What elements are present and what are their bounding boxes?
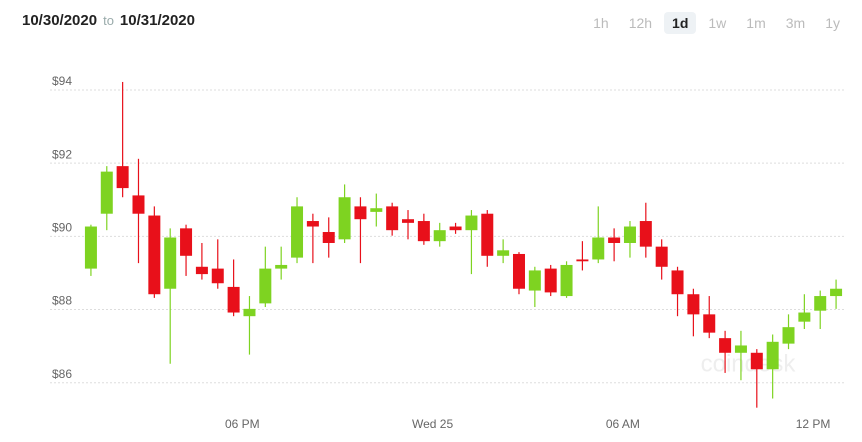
candle-body: [449, 226, 462, 231]
candle-body: [623, 226, 636, 243]
candle-body: [703, 314, 716, 333]
to-word: to: [103, 13, 114, 28]
candle-body: [386, 206, 399, 231]
candle-body: [798, 312, 811, 322]
range-button[interactable]: 12h: [628, 15, 653, 31]
x-tick-label: 06 AM: [606, 417, 640, 431]
candle-body: [830, 288, 843, 297]
candle-body: [275, 264, 288, 269]
range-buttons: 1h 12h 1d 1w 1m 3m 1y: [585, 12, 848, 34]
x-tick-label: 06 PM: [225, 417, 260, 431]
candle-body: [259, 268, 272, 304]
candle-body: [782, 327, 795, 344]
candle-body: [639, 221, 652, 247]
candle-body: [417, 221, 430, 242]
candle-body: [766, 341, 779, 370]
candle-body: [180, 228, 193, 256]
date-range: 10/30/2020 to 10/31/2020: [22, 12, 195, 29]
candle-body: [116, 166, 129, 189]
range-button[interactable]: 1w: [708, 15, 727, 31]
candle-body: [465, 215, 478, 231]
candle-body: [211, 268, 224, 284]
y-tick-label: $92: [52, 147, 72, 161]
candle-body: [528, 270, 541, 291]
candle-body: [592, 237, 605, 260]
range-button[interactable]: 1d: [664, 12, 697, 34]
candle-body: [544, 268, 557, 293]
x-tick-label: 12 PM: [796, 417, 831, 431]
candle-body: [687, 294, 700, 315]
y-tick-label: $94: [52, 74, 72, 88]
y-tick-label: $88: [52, 294, 72, 308]
candle-body: [576, 259, 589, 262]
watermark: coindesk: [701, 350, 797, 377]
range-button[interactable]: 3m: [785, 15, 806, 31]
candle-body: [719, 338, 732, 353]
candle-body: [497, 250, 510, 256]
candle-body: [608, 237, 621, 243]
candle-body: [512, 253, 525, 289]
candle-body: [322, 232, 335, 243]
range-button[interactable]: 1y: [825, 15, 840, 31]
candle-body: [354, 206, 367, 220]
date-from: 10/30/2020: [22, 12, 98, 29]
candle-body: [338, 197, 351, 240]
candle-body: [814, 296, 827, 311]
x-tick-label: Wed 25: [412, 417, 453, 431]
candle-body: [291, 206, 304, 258]
y-tick-label: $86: [52, 367, 72, 381]
candle-body: [227, 286, 240, 313]
y-tick-label: $90: [52, 221, 72, 235]
date-to: 10/31/2020: [119, 12, 195, 29]
candle-body: [195, 266, 208, 275]
candle-body: [100, 171, 113, 214]
candle-body: [560, 264, 573, 297]
candle-body: [306, 221, 319, 227]
candle-body: [148, 215, 161, 295]
range-button[interactable]: 1m: [746, 15, 766, 31]
candle-body: [84, 226, 97, 269]
candle-body: [132, 195, 145, 214]
candle-body: [433, 230, 446, 242]
candle-body: [671, 270, 684, 295]
candle-body: [655, 246, 668, 267]
range-button[interactable]: 1h: [593, 15, 609, 31]
candle-body: [481, 213, 494, 256]
candle-body: [243, 308, 256, 317]
candle-body: [734, 345, 747, 353]
candle-body: [164, 237, 177, 289]
candle-body: [750, 352, 763, 370]
candle-body: [402, 219, 415, 223]
candle-body: [370, 208, 383, 212]
